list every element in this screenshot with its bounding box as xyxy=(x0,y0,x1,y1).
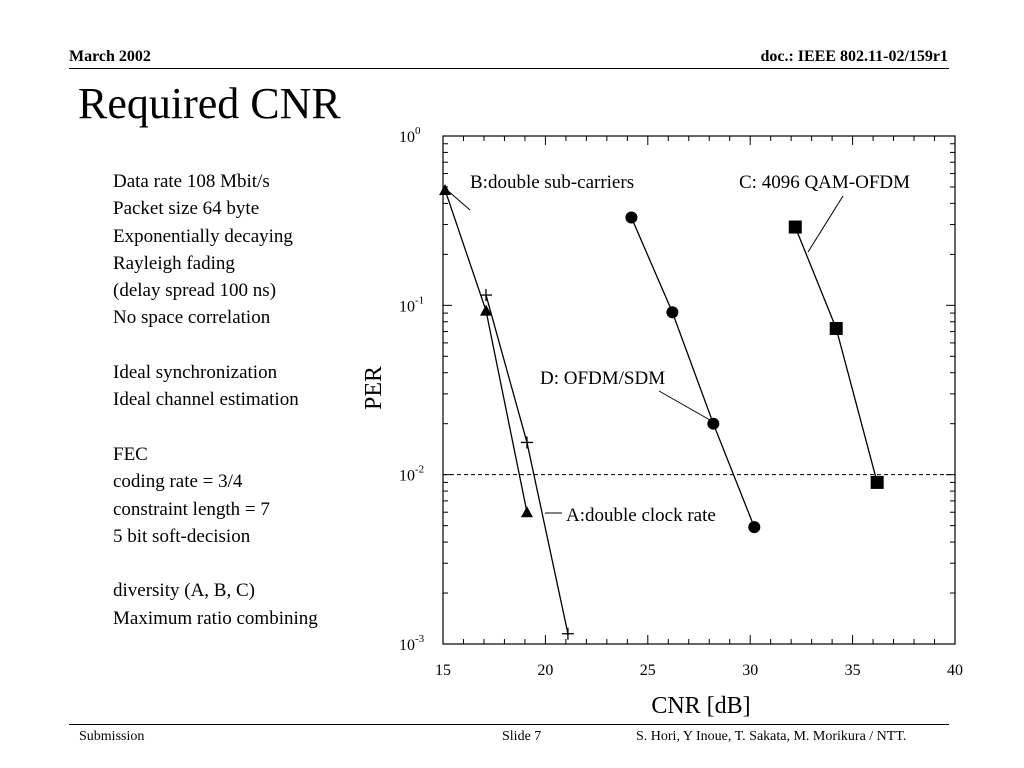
y-axis-label: PER xyxy=(361,366,387,410)
y-tick-exponent: -3 xyxy=(415,633,425,645)
x-tick-label: 25 xyxy=(640,662,656,679)
header-date: March 2002 xyxy=(69,48,151,65)
y-tick-label: 10-2 xyxy=(399,464,424,485)
y-tick-base: 10 xyxy=(399,637,415,654)
data-point xyxy=(829,321,843,335)
data-point xyxy=(625,211,638,224)
data-point xyxy=(748,521,761,534)
y-tick-base: 10 xyxy=(399,468,415,485)
parameter-line: Exponentially decaying xyxy=(113,225,293,247)
series-label: C: 4096 QAM-OFDM xyxy=(739,172,910,193)
series-triangle xyxy=(439,183,533,518)
y-tick-label: 100 xyxy=(399,125,421,146)
y-tick-base: 10 xyxy=(399,298,415,315)
parameter-line: (delay spread 100 ns) xyxy=(113,280,277,302)
y-tick-label: 10-1 xyxy=(399,294,424,315)
x-axis-label: CNR [dB] xyxy=(651,693,750,719)
y-tick-exponent: 0 xyxy=(415,125,421,137)
series-circle xyxy=(625,211,761,534)
parameter-line: coding rate = 3/4 xyxy=(113,471,243,493)
simulation-parameters: Data rate 108 Mbit/s Packet size 64 byte E… xyxy=(113,168,318,632)
parameter-line: 5 bit soft-decision xyxy=(113,525,251,547)
header-rule xyxy=(69,68,949,69)
footer-submission: Submission xyxy=(79,729,145,744)
series-label-leader xyxy=(658,390,711,421)
x-tick-label: 20 xyxy=(537,662,553,679)
series-label: B:double sub-carriers xyxy=(470,172,634,193)
data-point xyxy=(666,306,679,319)
x-tick-label: 35 xyxy=(845,662,861,679)
series-plus xyxy=(480,289,574,640)
series-line xyxy=(794,226,878,483)
data-point xyxy=(870,475,884,489)
parameter-line: Ideal channel estimation xyxy=(113,389,299,411)
series-line xyxy=(485,294,569,634)
footer-slide-number: Slide 7 xyxy=(502,729,542,744)
parameter-line: Rayleigh fading xyxy=(113,252,235,274)
y-tick-exponent: -2 xyxy=(415,464,424,476)
series-line xyxy=(444,189,528,513)
series-label: D: OFDM/SDM xyxy=(540,368,665,389)
y-tick-exponent: -1 xyxy=(415,294,424,306)
parameter-line: Packet size 64 byte xyxy=(113,198,260,220)
parameter-line: Ideal synchronization xyxy=(113,362,278,384)
footer-authors: S. Hori, Y Inoue, T. Sakata, M. Morikura… xyxy=(636,729,907,744)
parameter-line: Data rate 108 Mbit/s xyxy=(113,171,270,192)
parameter-line: No space correlation xyxy=(113,307,271,329)
series-label-leader xyxy=(446,189,471,211)
parameter-line: Maximum ratio combining xyxy=(113,607,318,629)
series-square xyxy=(788,220,884,489)
data-point xyxy=(788,220,802,234)
x-tick-label: 30 xyxy=(742,662,758,679)
parameter-line: constraint length = 7 xyxy=(113,498,270,520)
header-doc-id: doc.: IEEE 802.11-02/159r1 xyxy=(760,48,948,65)
parameter-line: diversity (A, B, C) xyxy=(113,580,255,602)
series-label: A:double clock rate xyxy=(566,505,716,526)
footer-rule xyxy=(69,724,949,725)
plot-frame xyxy=(442,135,956,645)
parameter-line: FEC xyxy=(113,443,148,465)
data-point xyxy=(480,304,493,316)
data-point xyxy=(439,183,452,195)
series-label-leader xyxy=(807,195,844,253)
data-point xyxy=(520,506,533,518)
data-point xyxy=(707,417,720,430)
slide-title: Required CNR xyxy=(78,79,341,128)
x-tick-label: 15 xyxy=(435,662,451,679)
series-line xyxy=(630,217,755,528)
y-tick-label: 10-3 xyxy=(399,633,425,654)
x-tick-label: 40 xyxy=(947,662,963,679)
y-tick-base: 10 xyxy=(399,129,415,146)
